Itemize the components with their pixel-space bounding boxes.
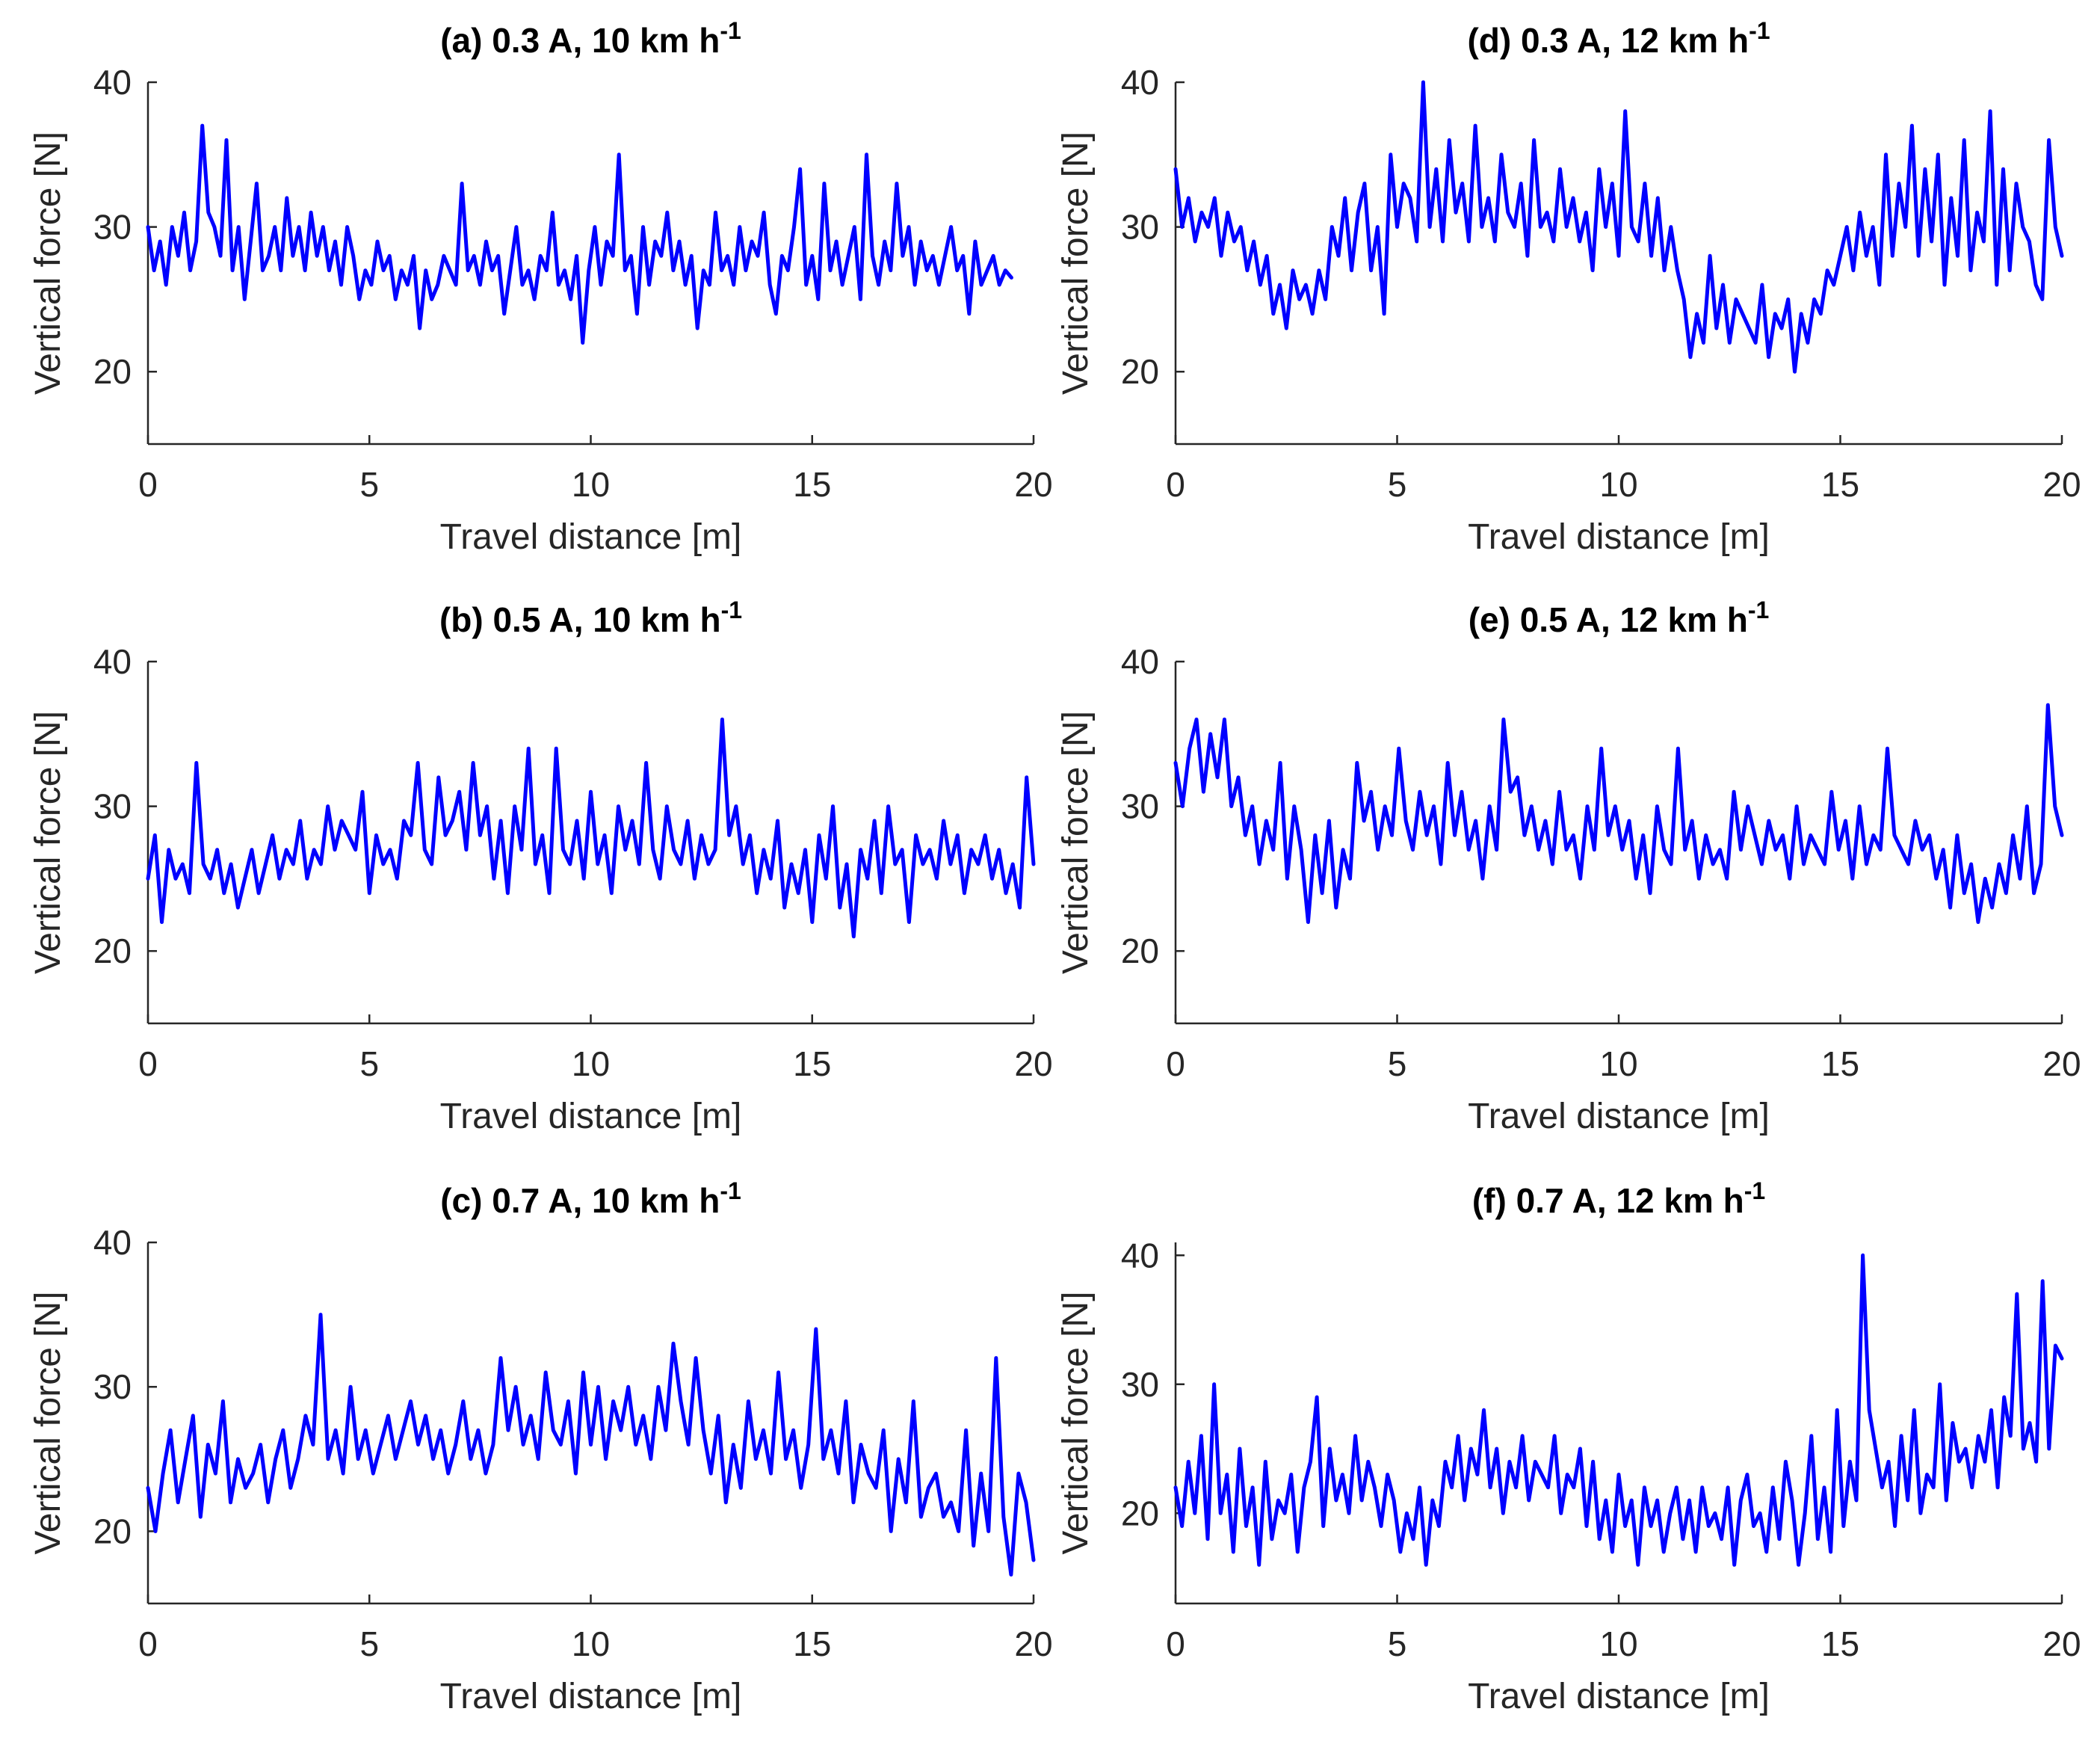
x-tick-label: 20	[2042, 1044, 2081, 1083]
x-tick-label: 10	[572, 465, 610, 504]
x-tick-label: 15	[793, 1044, 831, 1083]
x-tick-label: 15	[793, 465, 831, 504]
x-tick-label: 15	[1821, 1044, 1859, 1083]
y-axis-label: Vertical force [N]	[28, 132, 68, 395]
chart-panel-b: (b) 0.5 A, 10 km h-1 0 5 10 15 20 20 30 40 Travel…	[28, 597, 1053, 1136]
x-tick-label: 10	[1599, 1044, 1637, 1083]
x-tick-label: 0	[1166, 1624, 1185, 1663]
chart-title-superscript: -1	[721, 597, 742, 623]
chart-title-main: (f) 0.7 A, 12 km h	[1472, 1181, 1744, 1220]
series-line	[146, 1313, 1036, 1577]
x-tick-label: 5	[359, 1624, 379, 1663]
x-axis-label: Travel distance [m]	[1468, 517, 1770, 557]
chart-title: (e) 0.5 A, 12 km h-1	[1469, 597, 1770, 639]
x-tick-label: 5	[359, 1044, 379, 1083]
x-tick-label: 0	[138, 465, 158, 504]
series-line	[146, 717, 1036, 939]
chart-title-superscript: -1	[720, 17, 741, 44]
y-tick-label: 30	[93, 787, 132, 826]
y-tick-label: 30	[1121, 1365, 1159, 1404]
x-axis-label: Travel distance [m]	[440, 517, 742, 557]
x-tick-label: 5	[1388, 1044, 1407, 1083]
x-tick-label: 0	[1166, 465, 1185, 504]
x-axis-label: Travel distance [m]	[1468, 1097, 1770, 1136]
y-axis-label: Vertical force [N]	[1056, 711, 1096, 974]
x-tick-label: 5	[1388, 1624, 1407, 1663]
x-tick-label: 20	[2042, 465, 2081, 504]
x-tick-label: 15	[793, 1624, 831, 1663]
chart-panel-e: (e) 0.5 A, 12 km h-1 0 5 10 15 20 20 30 40 Travel…	[1056, 597, 2081, 1136]
y-axis-label: Vertical force [N]	[1056, 132, 1096, 395]
chart-title-main: (a) 0.3 A, 10 km h	[440, 21, 720, 60]
chart-title-main: (e) 0.5 A, 12 km h	[1469, 600, 1748, 639]
y-tick-label: 40	[93, 1223, 132, 1262]
y-axis-label: Vertical force [N]	[28, 711, 68, 974]
chart-title-main: (d) 0.3 A, 12 km h	[1467, 21, 1749, 60]
y-tick-label: 20	[93, 352, 132, 391]
y-tick-label: 40	[1121, 1236, 1159, 1275]
chart-title-superscript: -1	[1744, 1177, 1765, 1204]
chart-title-main: (c) 0.7 A, 10 km h	[440, 1181, 720, 1220]
x-tick-label: 10	[572, 1044, 610, 1083]
chart-title-superscript: -1	[720, 1177, 741, 1204]
series-line	[1173, 703, 2064, 924]
chart-title-superscript: -1	[1748, 597, 1769, 623]
chart-title: (c) 0.7 A, 10 km h-1	[440, 1177, 741, 1220]
y-tick-label: 30	[1121, 208, 1159, 247]
y-axis-label: Vertical force [N]	[28, 1291, 68, 1554]
chart-title-main: (b) 0.5 A, 10 km h	[439, 600, 721, 639]
x-tick-label: 0	[1166, 1044, 1185, 1083]
x-tick-label: 20	[1014, 465, 1052, 504]
x-tick-label: 15	[1821, 465, 1859, 504]
y-tick-label: 20	[93, 931, 132, 970]
chart-title-superscript: -1	[1749, 17, 1770, 44]
y-tick-label: 30	[93, 208, 132, 247]
chart-title: (d) 0.3 A, 12 km h-1	[1467, 17, 1770, 60]
x-tick-label: 10	[1599, 1624, 1637, 1663]
x-axis-label: Travel distance [m]	[1468, 1677, 1770, 1716]
y-tick-label: 20	[93, 1512, 132, 1550]
y-tick-label: 40	[1121, 63, 1159, 102]
chart-panel-c: (c) 0.7 A, 10 km h-1 0 5 10 15 20 20 30 40 Travel…	[28, 1177, 1053, 1716]
y-tick-label: 20	[1121, 931, 1159, 970]
x-tick-label: 0	[138, 1044, 158, 1083]
y-tick-label: 40	[1121, 642, 1159, 681]
y-tick-label: 30	[93, 1367, 132, 1406]
chart-panel-d: (d) 0.3 A, 12 km h-1 0 5 10 15 20 20 30 40 Travel…	[1056, 17, 2081, 557]
y-axis-label: Vertical force [N]	[1056, 1291, 1096, 1554]
y-tick-label: 30	[1121, 787, 1159, 826]
x-tick-label: 20	[2042, 1624, 2081, 1663]
y-tick-label: 20	[1121, 352, 1159, 391]
chart-panel-a: (a) 0.3 A, 10 km h-1 0 5 10 15 20 20 30 40 Travel…	[28, 17, 1053, 557]
x-axis-label: Travel distance [m]	[440, 1677, 742, 1716]
y-tick-label: 40	[93, 642, 132, 681]
x-tick-label: 20	[1014, 1044, 1052, 1083]
y-tick-label: 20	[1121, 1494, 1159, 1532]
series-line	[146, 123, 1013, 345]
x-tick-label: 10	[572, 1624, 610, 1663]
chart-title: (b) 0.5 A, 10 km h-1	[439, 597, 742, 639]
series-line	[1173, 1253, 2064, 1567]
x-tick-label: 5	[1388, 465, 1407, 504]
x-tick-label: 10	[1599, 465, 1637, 504]
series-line	[1173, 80, 2064, 374]
chart-title: (f) 0.7 A, 12 km h-1	[1472, 1177, 1765, 1220]
x-axis-label: Travel distance [m]	[440, 1097, 742, 1136]
chart-title: (a) 0.3 A, 10 km h-1	[440, 17, 741, 60]
x-tick-label: 20	[1014, 1624, 1052, 1663]
chart-panel-f: (f) 0.7 A, 12 km h-1 0 5 10 15 20 20 30 40 Travel…	[1056, 1177, 2081, 1716]
x-tick-label: 0	[138, 1624, 158, 1663]
x-tick-label: 5	[359, 465, 379, 504]
y-tick-label: 40	[93, 63, 132, 102]
x-tick-label: 15	[1821, 1624, 1859, 1663]
